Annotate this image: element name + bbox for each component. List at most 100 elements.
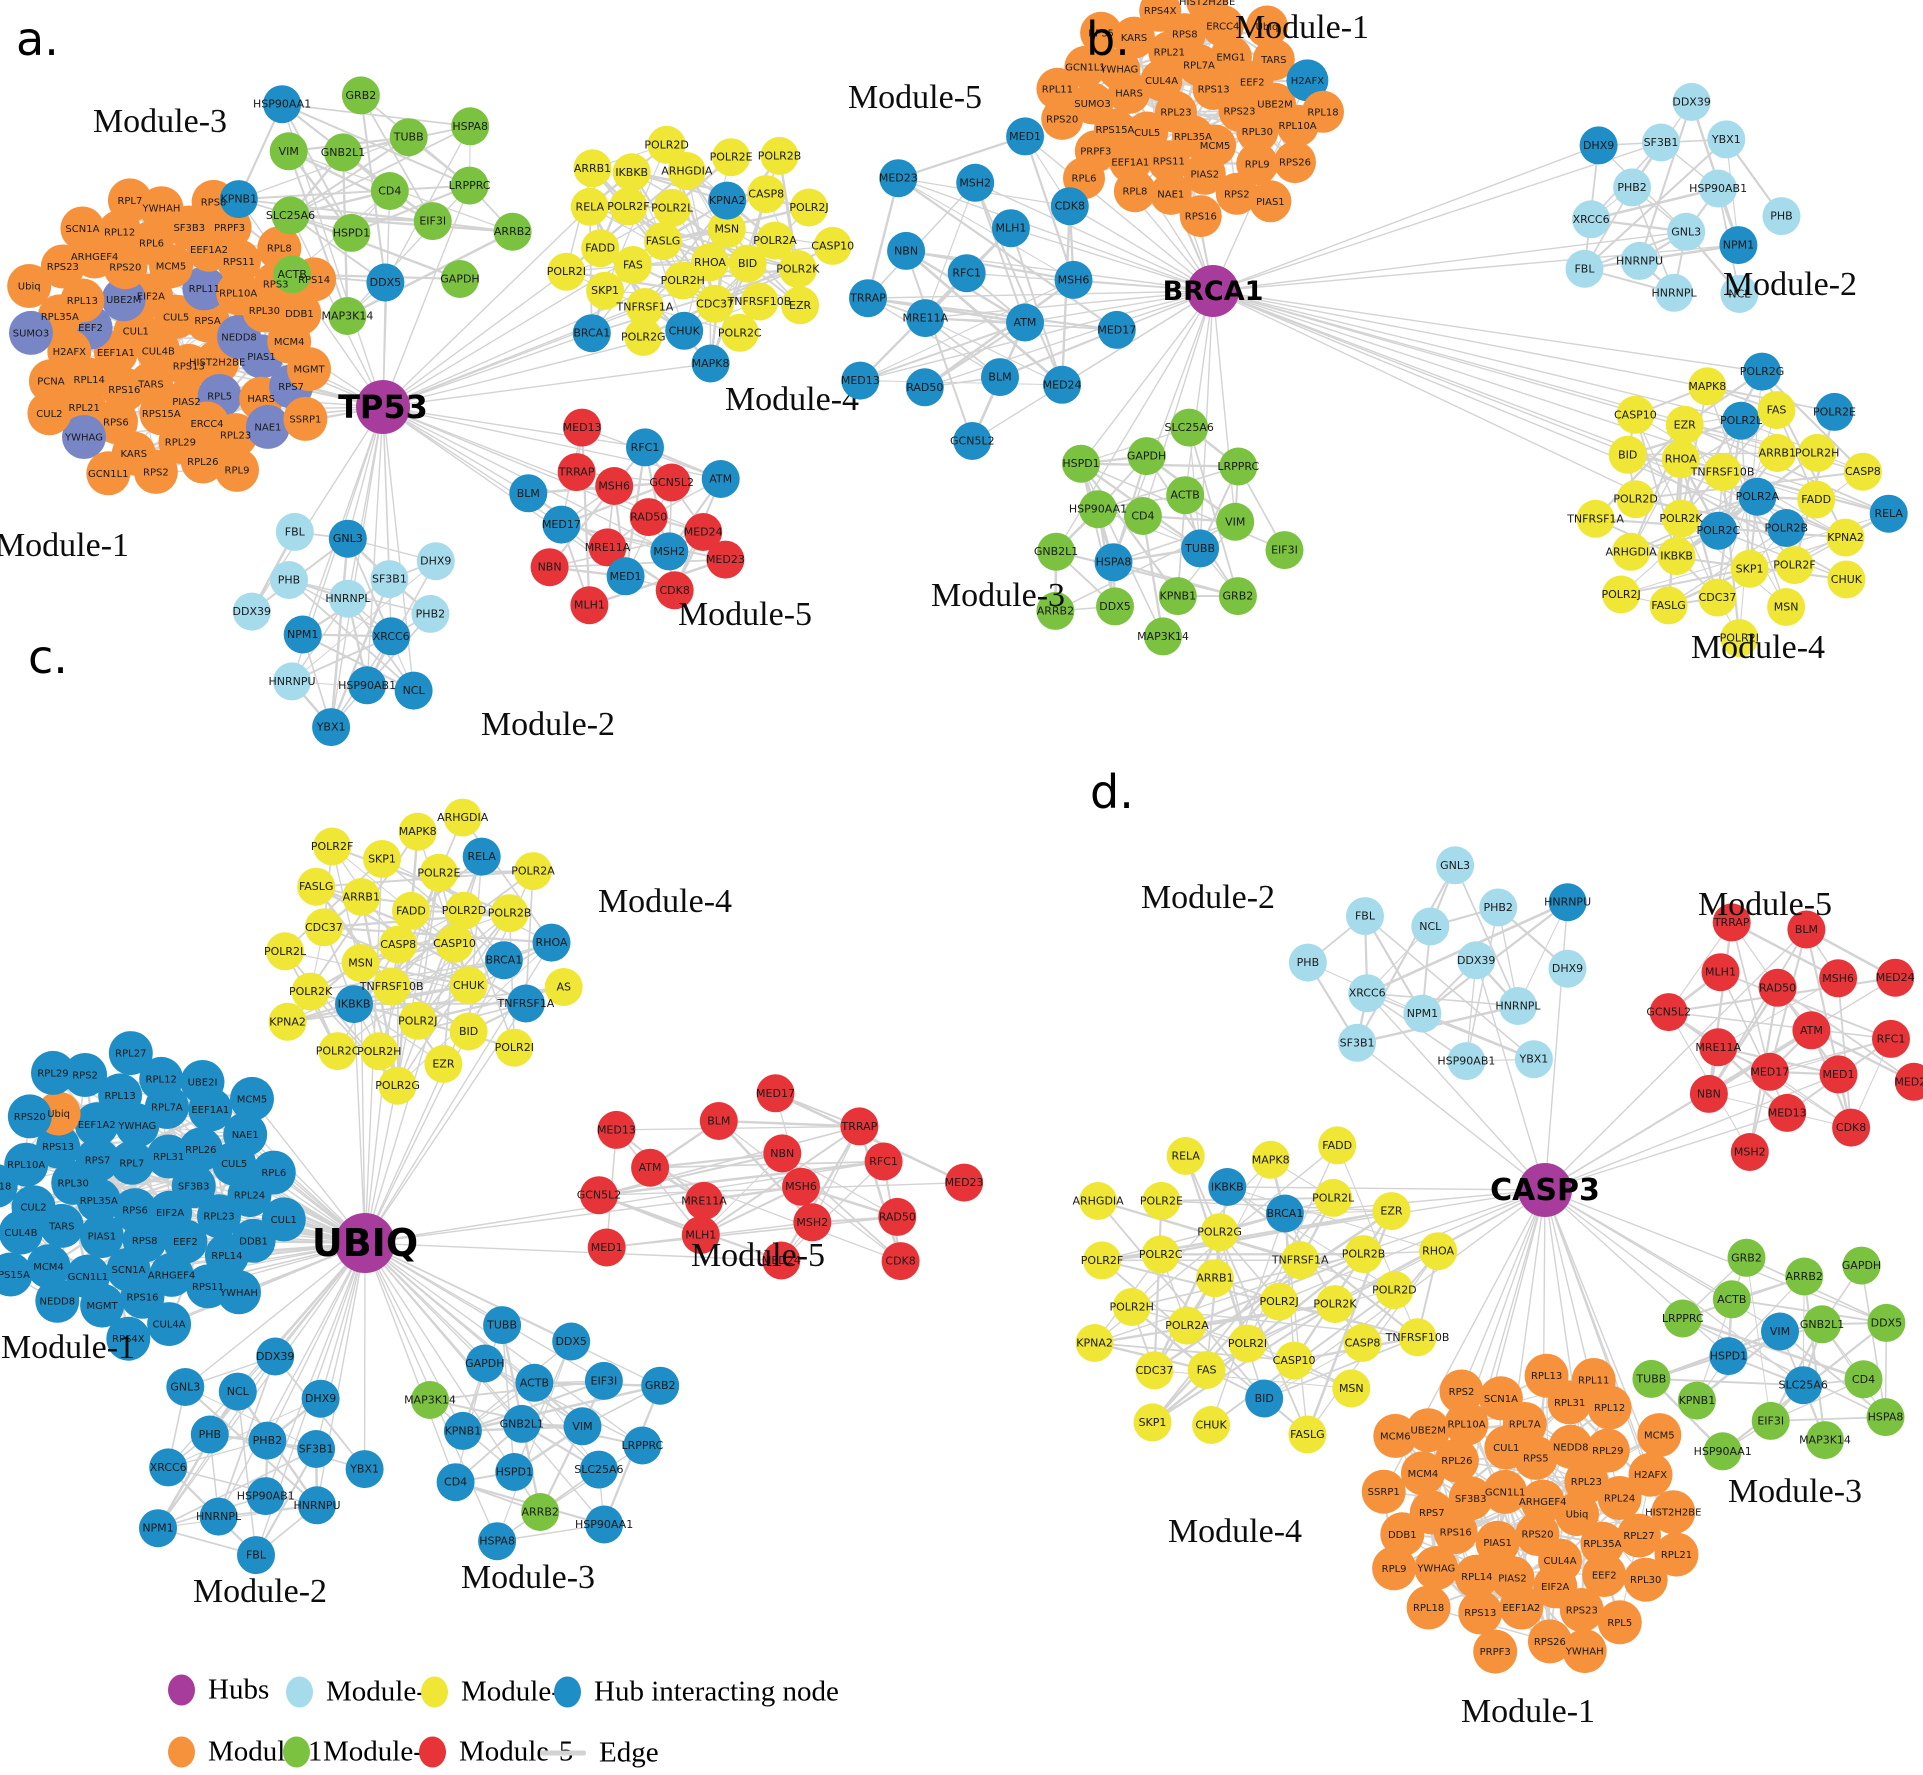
module-label-a-Module-4: Module-4: [725, 381, 859, 418]
node-label-FAS: FAS: [1767, 404, 1787, 417]
node-label-TRRAP: TRRAP: [558, 466, 595, 479]
node-NCL: [1411, 907, 1450, 946]
node-PHB2: [1479, 888, 1518, 927]
node-label-EZR: EZR: [432, 1058, 454, 1071]
node-label-RPS2: RPS2: [143, 467, 169, 478]
node-label-SF3B1: SF3B1: [299, 1443, 334, 1456]
node-label-RPL8: RPL8: [1122, 187, 1147, 198]
node-label-DDX39: DDX39: [1672, 95, 1710, 108]
node-HSPD1: [1709, 1337, 1748, 1376]
node-DHX9: [1579, 126, 1618, 165]
node-label-RPS5: RPS5: [1088, 28, 1114, 39]
node-MED1: [606, 557, 645, 596]
node-label-NBN: NBN: [770, 1147, 794, 1160]
node-label-POLR2A: POLR2A: [1736, 490, 1780, 503]
node-LRPPRC: [1219, 447, 1258, 486]
node-RPS5: [1080, 11, 1123, 54]
node-label-MGMT: MGMT: [293, 365, 325, 376]
node-label-FASLG: FASLG: [299, 880, 333, 893]
node-NPM1: [283, 615, 322, 654]
node-RPS23: [40, 244, 85, 289]
node-label-ARHGDIA: ARHGDIA: [1072, 1195, 1124, 1208]
node-label-KPNA2: KPNA2: [1827, 531, 1864, 544]
node-label-RPL6: RPL6: [1072, 174, 1097, 185]
node-MCM4: [1400, 1451, 1445, 1496]
node-label-KARS: KARS: [121, 449, 148, 460]
node-MCM5: [230, 1076, 274, 1121]
node-RPL26: [180, 439, 225, 484]
node-POLR2B: [490, 894, 529, 933]
node-label-NCL: NCL: [227, 1385, 250, 1398]
node-label-POLR2I: POLR2I: [495, 1041, 534, 1054]
node-label-POLR2E: POLR2E: [417, 866, 460, 879]
node-label-POLR2K: POLR2K: [776, 263, 820, 276]
node-label-RPL5: RPL5: [1607, 1618, 1632, 1629]
node-IKBKB: [1657, 537, 1696, 576]
module-label-d-Module-2: Module-2: [1141, 879, 1275, 916]
hub-node-UBIQ: [335, 1213, 395, 1273]
node-RPL11: [182, 266, 227, 311]
node-label-RPL27: RPL27: [115, 1049, 146, 1060]
node-label-MED24: MED24: [1876, 971, 1915, 984]
node-label-FASLG: FASLG: [1290, 1428, 1324, 1441]
node-label-RPL31: RPL31: [1554, 1398, 1585, 1409]
node-label-YWHAG: YWHAG: [64, 433, 103, 444]
node-PIAS1: [79, 1214, 124, 1259]
node-CDC37: [304, 908, 343, 947]
node-MRE11A: [906, 299, 945, 338]
node-label-CHUK: CHUK: [453, 979, 485, 992]
node-label-SCN1A: SCN1A: [65, 224, 99, 235]
node-label-RPL24: RPL24: [234, 1191, 265, 1202]
node-label-MED13: MED13: [597, 1123, 636, 1136]
node-label-POLR2G: POLR2G: [1740, 365, 1785, 378]
node-MLH1: [991, 209, 1030, 248]
node-UBE2M: [101, 277, 146, 322]
node-NEDD8: [35, 1278, 80, 1323]
node-CDC37: [696, 284, 735, 323]
node-RPL24: [1597, 1476, 1642, 1520]
node-MAPK8: [1251, 1140, 1290, 1179]
node-TUBB: [1632, 1359, 1671, 1398]
node-label-YWHAG: YWHAG: [1416, 1564, 1455, 1575]
node-GAPDH: [1842, 1246, 1881, 1285]
node-MSN: [707, 210, 746, 249]
node-label-HSPD1: HSPD1: [1062, 457, 1099, 470]
node-label-ACTB: ACTB: [278, 268, 307, 281]
node-label-MRE11A: MRE11A: [1695, 1041, 1741, 1054]
node-HSP90AA1: [1079, 490, 1117, 529]
node-label-RPS4X: RPS4X: [1144, 6, 1177, 17]
node-labels-a: CUL4B CUL5 RPS13 CUL1 RPSA TARS EIF2A HIST2H2BE…: [13, 89, 854, 734]
node-label-BID: BID: [1255, 1392, 1274, 1405]
node-MAP3K14: [1806, 1421, 1844, 1460]
node-label-RPS20: RPS20: [1046, 114, 1078, 125]
node-POLR2E: [1142, 1181, 1181, 1220]
node-POLR2H: [360, 1032, 399, 1071]
node-SF3B3: [1448, 1476, 1493, 1521]
node-label-DDX5: DDX5: [1099, 600, 1130, 613]
node-ATM: [1006, 303, 1044, 342]
node-HSP90AB1: [348, 666, 387, 705]
node-label-FAS: FAS: [1197, 1364, 1217, 1377]
node-label-POLR2I: POLR2I: [1228, 1337, 1267, 1350]
node-CASP8: [1343, 1323, 1382, 1362]
node-label-PHB2: PHB2: [1483, 901, 1512, 914]
node-label-TUBB: TUBB: [1635, 1372, 1666, 1385]
node-label-RPS20: RPS20: [109, 263, 141, 274]
node-label-RPL23: RPL23: [1160, 108, 1191, 119]
node-DDB1: [277, 291, 322, 336]
node-FBL: [237, 1536, 275, 1575]
node-label-RPS7: RPS7: [1419, 1508, 1445, 1519]
node-FBL: [1565, 249, 1604, 288]
node-SCN1A: [1478, 1376, 1523, 1421]
node-FAS: [1187, 1351, 1226, 1389]
node-POLR2G: [1743, 352, 1781, 391]
node-label-BLM: BLM: [1795, 923, 1818, 936]
node-HNRNPL: [328, 579, 367, 618]
node-label-MCM4: MCM4: [33, 1262, 64, 1273]
node-label-POLR2B: POLR2B: [488, 907, 532, 920]
node-label-TUBB: TUBB: [393, 131, 424, 144]
node-label-FBL: FBL: [1574, 262, 1595, 275]
node-label-RPL12: RPL12: [146, 1074, 177, 1085]
node-label-EIF3I: EIF3I: [419, 215, 446, 228]
node-ARHGDIA: [667, 152, 706, 190]
